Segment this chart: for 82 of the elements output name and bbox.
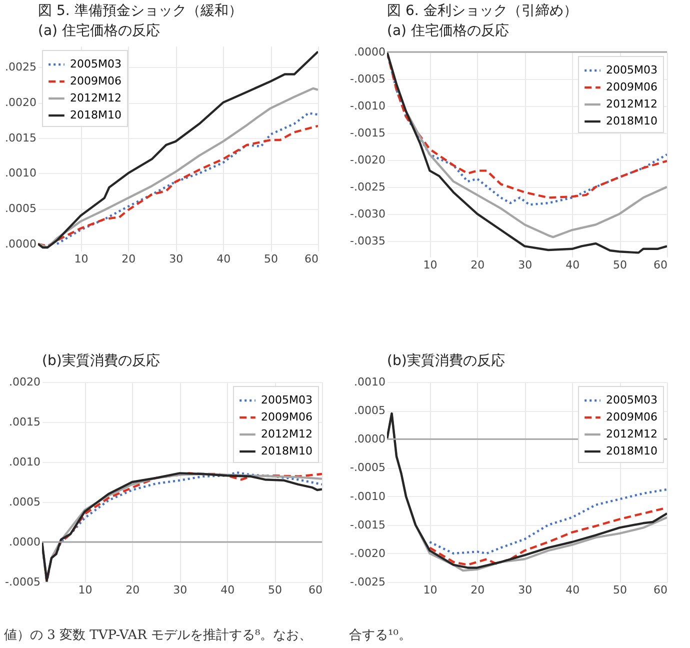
y-tick-label: -.0005 [350, 461, 386, 474]
legend-label: 2009M06 [70, 74, 122, 88]
chart-title: (b)実質消費の反応 [42, 353, 160, 369]
x-tick-label: 20 [122, 252, 136, 266]
x-tick-label: 40 [566, 258, 580, 272]
x-tick-label: 40 [216, 252, 231, 266]
chart-subtitle: (a) 住宅価格の反応 [387, 23, 509, 39]
x-tick-label: 40 [220, 584, 235, 596]
x-tick-label: 50 [264, 252, 278, 266]
y-tick-label: .0020 [5, 96, 36, 110]
legend-label: 2012M12 [70, 92, 122, 104]
y-tick-label: .0010 [354, 376, 386, 388]
x-tick-label: 60 [654, 258, 668, 272]
line-series [428, 506, 667, 566]
x-tick-label: 30 [173, 584, 188, 596]
y-tick-label: .0000 [354, 46, 386, 58]
x-tick-label: 50 [613, 258, 628, 272]
y-tick-label: .0005 [5, 202, 36, 216]
x-tick-label: 20 [126, 584, 140, 596]
legend-label: 2018M10 [70, 108, 122, 122]
x-tick-label: 60 [308, 584, 322, 596]
y-tick-label: -.0005 [350, 72, 386, 86]
y-tick-label: -.0020 [350, 153, 386, 166]
legend-label: 2018M10 [261, 444, 312, 458]
x-tick-label: 40 [566, 584, 580, 596]
y-tick-label: .0010 [9, 456, 40, 468]
chart-subtitle: (a) 住宅価格の反応 [38, 23, 160, 39]
y-tick-label: .0015 [9, 416, 40, 428]
legend-label: 2005M03 [70, 58, 122, 70]
line-series [38, 50, 318, 249]
y-tick-label: .0000 [9, 536, 40, 548]
chart-title: 図 5. 準備預金ショック（緩和） [38, 3, 242, 19]
y-tick-label: -.0015 [350, 518, 386, 532]
x-tick-label: 30 [169, 252, 184, 266]
line-series [38, 124, 318, 248]
x-tick-label: 50 [268, 584, 282, 596]
y-tick-label: -.0010 [350, 490, 386, 503]
y-tick-label: -.0005 [5, 576, 40, 588]
y-tick-label: -.0025 [350, 576, 386, 588]
text: 値）の 3 変数 TVP-VAR モデルを推計する⁸。なお、 [4, 627, 312, 644]
y-tick-label: .0000 [354, 432, 386, 446]
y-tick-label: -.0030 [350, 207, 386, 220]
x-tick-label: 60 [654, 584, 668, 596]
legend-label: 2005M03 [606, 64, 658, 76]
x-tick-label: 30 [518, 258, 532, 272]
y-tick-label: .0005 [354, 404, 386, 418]
x-tick-label: 10 [78, 584, 92, 596]
y-tick-label: -.0035 [350, 234, 386, 248]
x-tick-label: 60 [304, 252, 318, 266]
x-tick-label: 10 [423, 584, 438, 596]
legend-label: 2012M12 [261, 428, 312, 440]
y-tick-label: .0000 [5, 237, 36, 250]
legend-label: 2012M12 [606, 428, 658, 440]
y-tick-label: .0015 [5, 131, 36, 144]
x-tick-label: 30 [518, 584, 532, 596]
chart-title: (b)実質消費の反応 [387, 353, 505, 369]
legend-label: 2009M06 [261, 410, 312, 424]
chart-title: 図 6. 金利ショック（引締め） [387, 3, 578, 19]
y-tick-label: .0025 [5, 60, 36, 74]
legend-label: 2009M06 [606, 80, 658, 94]
y-tick-label: .0010 [5, 166, 36, 180]
line-series [428, 488, 667, 555]
x-tick-label: 50 [613, 584, 628, 596]
y-tick-label: -.0020 [350, 546, 386, 560]
x-tick-label: 10 [423, 258, 438, 272]
y-tick-label: -.0025 [350, 180, 386, 194]
y-tick-label: -.0010 [350, 99, 386, 112]
y-tick-label: .0020 [9, 376, 40, 388]
y-tick-label: .0005 [9, 496, 40, 508]
x-tick-label: 10 [74, 252, 88, 266]
legend-label: 2005M03 [261, 394, 312, 406]
x-tick-label: 20 [470, 584, 485, 596]
x-tick-label: 20 [470, 258, 485, 272]
legend-label: 2012M12 [606, 98, 658, 110]
line-series [38, 87, 318, 249]
line-series [56, 112, 318, 246]
legend-label: 2018M10 [606, 114, 658, 128]
legend-label: 2005M03 [606, 394, 658, 406]
y-tick-label: -.0015 [350, 126, 386, 140]
text: 合する¹⁰。 [349, 627, 412, 644]
legend-label: 2018M10 [606, 444, 658, 458]
legend-label: 2009M06 [606, 410, 658, 424]
